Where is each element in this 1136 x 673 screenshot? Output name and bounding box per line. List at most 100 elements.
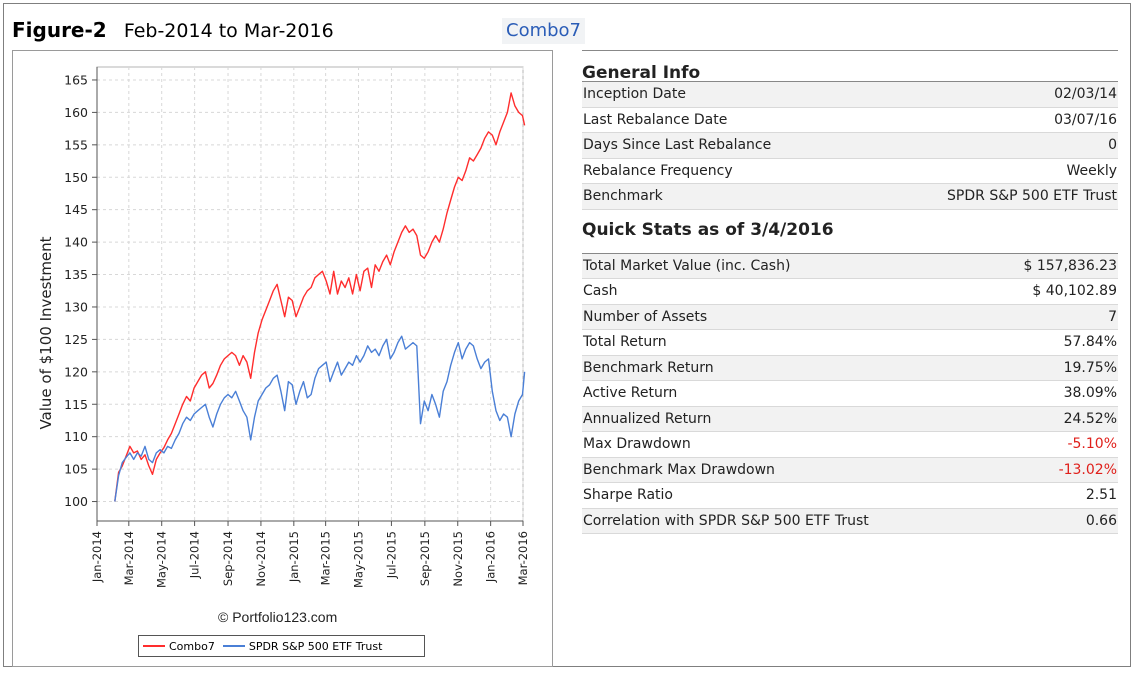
info-row-label: Days Since Last Rebalance (583, 137, 772, 154)
info-row-value: 7 (1108, 308, 1117, 325)
info-row-label: Number of Assets (583, 308, 708, 325)
y-tick-label: 145 (64, 202, 88, 217)
info-row: Annualized Return 24.52% (582, 406, 1118, 432)
y-tick-label: 120 (64, 364, 88, 379)
info-row: Total Market Value (inc. Cash) $ 157,836.… (582, 253, 1118, 279)
y-tick-label: 155 (64, 137, 88, 152)
y-tick-label: 115 (64, 397, 88, 412)
quick-stats-title: Quick Stats as of 3/4/2016 (582, 219, 834, 240)
chart-panel: 100 105 110 115 120 125 130 135 140 145 150 155 160 1… (12, 50, 553, 667)
info-row-label: Cash (583, 283, 618, 300)
info-row-label: Correlation with SPDR S&P 500 ETF Trust (583, 512, 869, 529)
x-tick-label: Nov-2015 (451, 531, 465, 587)
info-row: Sharpe Ratio 2.51 (582, 483, 1118, 509)
info-row-value: 03/07/16 (1054, 111, 1117, 128)
info-row-label: Rebalance Frequency (583, 162, 733, 179)
plot-area (96, 66, 524, 522)
performance-chart: 100 105 110 115 120 125 130 135 140 145 150 155 160 1… (37, 66, 530, 588)
watermark: © Portfolio123.com (218, 609, 338, 625)
info-row-value: -13.02% (1058, 461, 1117, 478)
info-row: Correlation with SPDR S&P 500 ETF Trust 0… (582, 508, 1118, 534)
x-tick-label: Jul-2015 (384, 531, 398, 579)
info-row-value: 38.09% (1063, 385, 1117, 402)
x-tick-label: Mar-2014 (122, 531, 136, 585)
y-tick-label: 160 (64, 105, 88, 120)
info-row-label: Inception Date (583, 86, 686, 103)
x-axis: Jan-2014 Mar-2014 May-2014 Jul-2014 Sep-2014… (90, 520, 530, 588)
x-tick-label: Jul-2014 (188, 531, 202, 579)
portfolio-tag: Combo7 (502, 18, 586, 44)
legend-swatch-combo7 (143, 645, 165, 647)
info-row-label: Annualized Return (583, 410, 712, 427)
figure-date-range: Feb-2014 to Mar-2016 (123, 20, 334, 42)
x-tick-label: May-2015 (352, 531, 366, 588)
chart-legend: Combo7 SPDR S&P 500 ETF Trust (138, 635, 425, 657)
info-row: Benchmark SPDR S&P 500 ETF Trust (582, 184, 1118, 210)
info-row: Cash $ 40,102.89 (582, 279, 1118, 305)
x-tick-label: May-2014 (155, 531, 169, 588)
x-tick-label: Mar-2016 (516, 531, 530, 585)
info-panel: General Info Inception Date 02/03/14 Last … (582, 50, 1118, 534)
section-divider (582, 81, 1118, 82)
info-row: Total Return 57.84% (582, 330, 1118, 356)
series-line-combo7 (114, 92, 526, 502)
info-row-label: Active Return (583, 385, 678, 402)
info-row: Active Return 38.09% (582, 381, 1118, 407)
legend-label-spdr: SPDR S&P 500 ETF Trust (248, 639, 383, 653)
info-row-value: 0.66 (1085, 512, 1117, 529)
info-row: Benchmark Max Drawdown -13.02% (582, 457, 1118, 483)
info-row-value: 24.52% (1063, 410, 1117, 427)
info-row-label: Benchmark Return (583, 359, 714, 376)
y-tick-label: 140 (64, 235, 88, 250)
info-row-value: -5.10% (1067, 436, 1117, 453)
info-row: Days Since Last Rebalance 0 (582, 133, 1118, 159)
info-row: Last Rebalance Date 03/07/16 (582, 108, 1118, 133)
info-row-value: $ 40,102.89 (1032, 283, 1117, 300)
y-axis-label: Value of $100 Investment (37, 236, 55, 429)
info-row-value: Weekly (1066, 162, 1117, 179)
grid-lines (96, 66, 524, 522)
info-row-label: Max Drawdown (583, 436, 691, 453)
y-tick-label: 135 (64, 267, 88, 282)
x-tick-label: Sep-2014 (221, 531, 235, 586)
info-row-value: $ 157,836.23 (1023, 257, 1117, 274)
legend-item-combo7: Combo7 (143, 640, 215, 653)
legend-item-spdr: SPDR S&P 500 ETF Trust (222, 639, 383, 653)
y-tick-label: 165 (64, 72, 88, 87)
y-tick-label: 125 (64, 332, 88, 347)
x-tick-label: Nov-2014 (254, 531, 268, 587)
quick-stats-table: Total Market Value (inc. Cash) $ 157,836.… (582, 253, 1118, 534)
info-row-label: Sharpe Ratio (583, 487, 673, 504)
info-row: Rebalance Frequency Weekly (582, 159, 1118, 184)
info-row: Benchmark Return 19.75% (582, 355, 1118, 381)
figure-frame (3, 3, 1131, 667)
info-row-value: 02/03/14 (1054, 86, 1117, 103)
info-row: Max Drawdown -5.10% (582, 432, 1118, 458)
x-tick-label: Jan-2015 (287, 531, 301, 583)
general-info-title: General Info (582, 50, 1118, 83)
info-row-label: Total Return (583, 334, 667, 351)
info-row-label: Last Rebalance Date (583, 111, 728, 128)
info-row: Inception Date 02/03/14 (582, 82, 1118, 108)
info-row-value: 19.75% (1063, 359, 1117, 376)
info-row-label: Benchmark Max Drawdown (583, 461, 775, 478)
info-row: Number of Assets 7 (582, 304, 1118, 330)
info-row-value: 2.51 (1085, 487, 1117, 504)
info-row-label: Benchmark (583, 188, 663, 205)
x-tick-label: Mar-2015 (319, 531, 333, 585)
figure-label: Figure-2 (12, 18, 107, 42)
y-tick-label: 150 (64, 170, 88, 185)
legend-label-combo7: Combo7 (169, 639, 215, 653)
x-tick-label: Jan-2016 (484, 531, 498, 583)
info-row-value: SPDR S&P 500 ETF Trust (947, 188, 1117, 205)
x-tick-label: Jan-2014 (90, 531, 104, 583)
y-tick-label: 105 (64, 462, 88, 477)
general-info-table: Inception Date 02/03/14 Last Rebalance Dat… (582, 82, 1118, 210)
info-row-label: Total Market Value (inc. Cash) (583, 257, 791, 274)
y-tick-label: 130 (64, 299, 88, 314)
series-lines (114, 92, 526, 502)
info-row-value: 0 (1108, 137, 1117, 154)
y-tick-label: 100 (64, 494, 88, 509)
y-axis: 100 105 110 115 120 125 130 135 140 145 150 155 160 1… (64, 67, 98, 521)
x-tick-label: Sep-2015 (418, 531, 432, 586)
